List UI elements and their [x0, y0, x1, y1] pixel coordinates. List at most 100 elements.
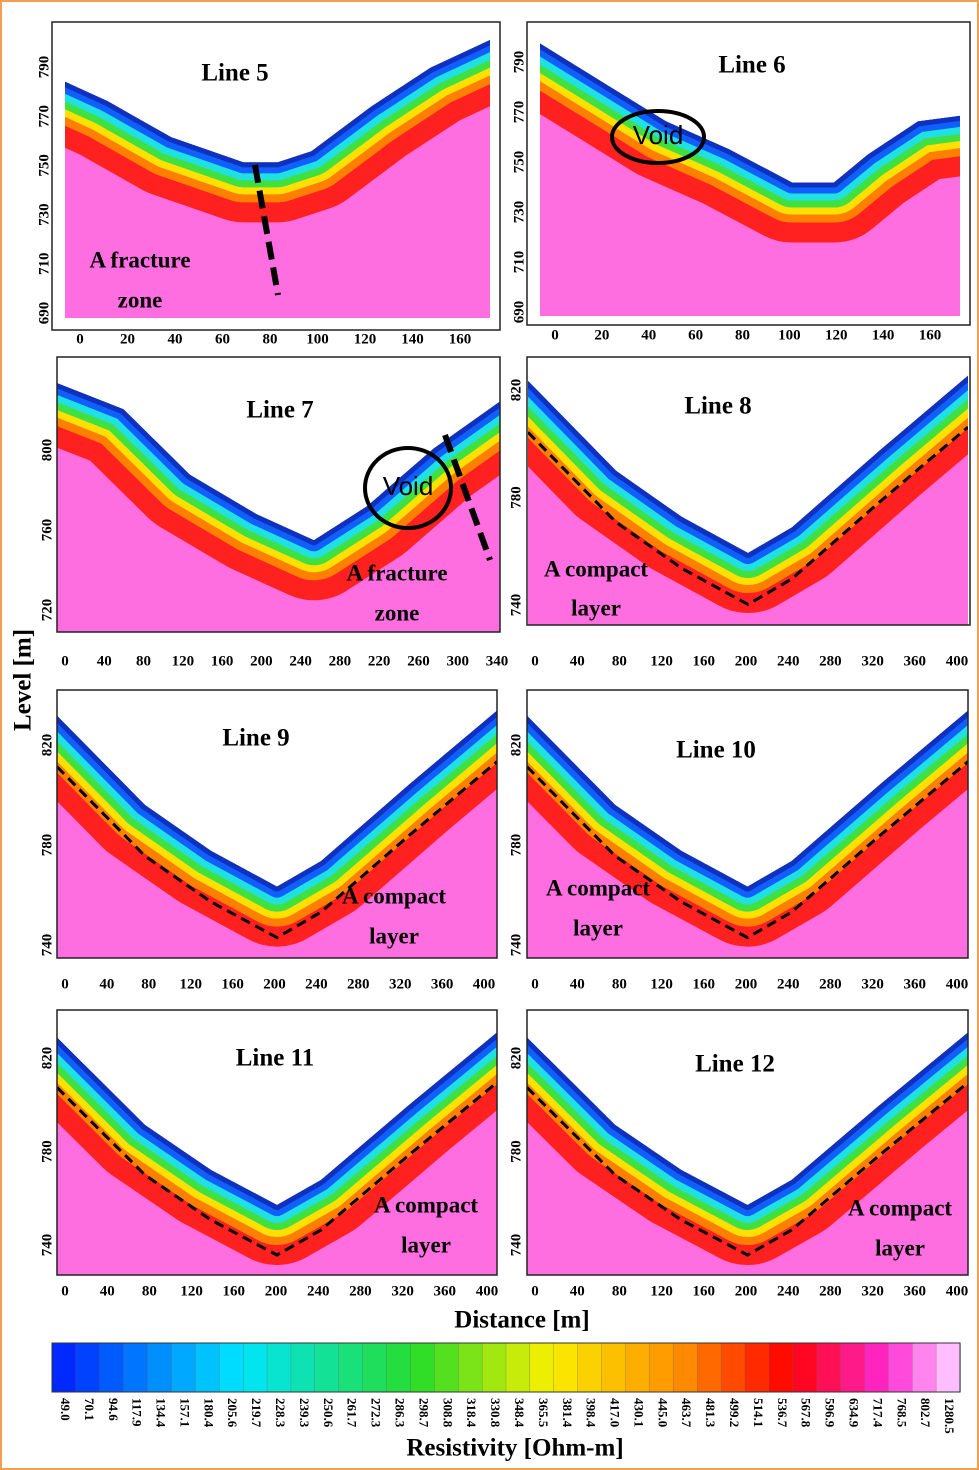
x-tick-label: 340 [486, 653, 509, 669]
x-tick-label: 0 [61, 1283, 69, 1299]
x-tick-label: 320 [861, 976, 884, 992]
colorbar-label: 250.6 [321, 1398, 336, 1428]
colorbar-label: 286.3 [392, 1398, 407, 1428]
colorbar-swatch [266, 1342, 292, 1393]
x-tick-label: 160 [693, 653, 716, 669]
panel-frame [526, 21, 971, 326]
x-tick-label: 400 [946, 653, 969, 669]
colorbar-swatch [792, 1342, 818, 1393]
colorbar-label: 239.3 [297, 1398, 312, 1428]
colorbar-swatch [864, 1342, 889, 1393]
colorbar-label: 481.3 [703, 1398, 718, 1428]
x-tick-label: 120 [650, 976, 673, 992]
y-tick-label: 690 [511, 301, 527, 324]
panel-frame [56, 1009, 498, 1276]
x-tick-label: 40 [570, 976, 585, 992]
resistivity-band [527, 710, 968, 892]
x-tick-label: 400 [946, 1283, 969, 1299]
x-tick-label: 140 [401, 331, 424, 347]
y-tick-label: 720 [39, 599, 55, 622]
x-tick-label: 80 [263, 331, 278, 347]
colorbar-label: 381.4 [560, 1398, 575, 1428]
colorbar-swatch [505, 1342, 531, 1393]
colorbar-label: 261.7 [345, 1398, 360, 1428]
colorbar-label: 430.1 [631, 1398, 646, 1427]
compact-layer-boundary [57, 760, 497, 940]
y-tick-label: 820 [508, 379, 524, 402]
y-tick-label: 820 [39, 1047, 55, 1070]
x-tick-label: 260 [407, 653, 430, 669]
panel-title: Line 12 [695, 1051, 775, 1078]
fracture-line [252, 164, 281, 296]
x-tick-label: 280 [819, 653, 842, 669]
colorbar-swatch [123, 1342, 149, 1393]
x-tick-label: 320 [389, 976, 412, 992]
y-tick-label: 740 [508, 934, 524, 957]
x-tick-label: 300 [446, 653, 469, 669]
x-tick-label: 280 [349, 1283, 372, 1299]
annotation: zone [118, 287, 163, 312]
x-tick-label: 40 [570, 1283, 585, 1299]
annotation: layer [875, 1235, 925, 1260]
x-tick-label: 0 [61, 976, 69, 992]
x-tick-label: 360 [434, 1283, 457, 1299]
colorbar-swatch [290, 1342, 316, 1393]
y-tick-label: 750 [511, 151, 527, 174]
colorbar-label: 802.7 [918, 1398, 933, 1428]
section-image [540, 43, 960, 316]
x-tick-label: 80 [735, 327, 750, 343]
annotation: zone [375, 600, 420, 625]
panel-frame [526, 689, 969, 959]
colorbar-swatch [649, 1342, 674, 1393]
y-tick-label: 780 [508, 1140, 524, 1163]
colorbar-swatch [458, 1342, 483, 1393]
panel-frame [51, 21, 501, 331]
colorbar-swatch [577, 1342, 603, 1393]
colorbar-swatch [75, 1342, 101, 1393]
panel-frame [526, 1009, 969, 1276]
colorbar-label: 157.1 [177, 1398, 192, 1427]
panel-title: Line 9 [222, 725, 289, 752]
y-tick-label: 710 [36, 253, 52, 276]
x-tick-label: 0 [76, 331, 84, 347]
x-tick-label: 40 [100, 1283, 115, 1299]
panel-title: Line 8 [684, 393, 751, 420]
y-tick-label: 770 [511, 101, 527, 124]
y-tick-label: 740 [508, 594, 524, 617]
panel-frame [56, 689, 498, 959]
x-tick-label: 80 [612, 976, 627, 992]
colorbar-label: 134.4 [154, 1398, 169, 1428]
resistivity-band [57, 1032, 497, 1210]
x-tick-label: 160 [693, 1283, 716, 1299]
x-tick-label: 240 [305, 976, 328, 992]
x-tick-label: 200 [735, 653, 758, 669]
y-tick-label: 790 [511, 51, 527, 74]
colorbar-swatch [362, 1342, 388, 1393]
colorbar-swatch [386, 1342, 412, 1393]
colorbar-swatch [768, 1342, 794, 1393]
x-tick-label: 160 [221, 976, 244, 992]
x-tick-label: 240 [289, 653, 312, 669]
panel-frame [526, 356, 971, 626]
compact-layer-boundary [527, 760, 968, 940]
colorbar-swatch [553, 1342, 579, 1393]
x-tick-label: 120 [825, 327, 848, 343]
x-tick-label: 100 [306, 331, 329, 347]
x-tick-label: 80 [141, 976, 156, 992]
colorbar-label: 117.9 [130, 1398, 145, 1427]
panel-title: Line 5 [201, 60, 268, 87]
colorbar-label: 219.7 [249, 1398, 264, 1428]
section-image [57, 383, 500, 632]
x-tick-label: 200 [265, 1283, 288, 1299]
x-tick-label: 220 [368, 653, 391, 669]
panel-title: Line 11 [236, 1045, 315, 1072]
annotation: Void [633, 120, 684, 150]
colorbar-label: 1280.5 [942, 1398, 957, 1434]
x-tick-label: 200 [250, 653, 273, 669]
colorbar-swatch [219, 1342, 244, 1393]
x-tick-label: 360 [904, 653, 927, 669]
x-tick-label: 240 [777, 976, 800, 992]
colorbar-label: 499.2 [727, 1398, 742, 1427]
colorbar-swatch [720, 1342, 746, 1393]
x-tick-label: 400 [473, 976, 496, 992]
